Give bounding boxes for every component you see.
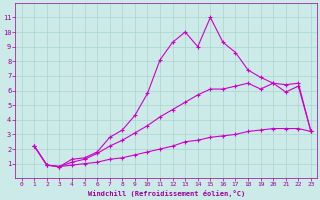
X-axis label: Windchill (Refroidissement éolien,°C): Windchill (Refroidissement éolien,°C) — [88, 190, 245, 197]
